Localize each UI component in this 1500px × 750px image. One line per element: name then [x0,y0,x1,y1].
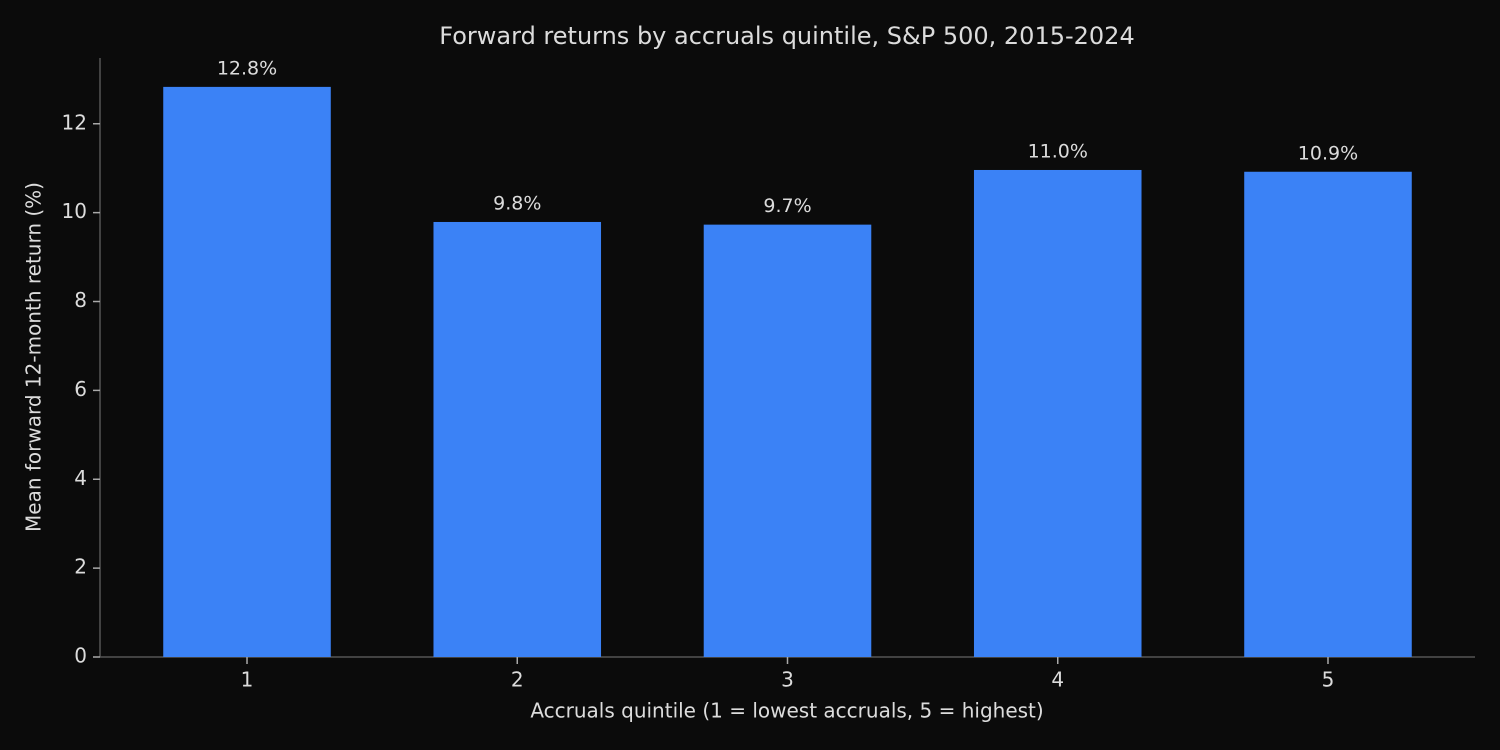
bar [703,224,872,658]
y-tick-label: 0 [74,644,87,668]
bar [433,221,602,657]
value-label: 9.8% [493,192,541,214]
y-tick-label: 10 [62,199,87,223]
value-label: 12.8% [217,57,277,79]
x-tick-label: 4 [1051,668,1064,692]
bar [1244,171,1412,657]
y-tick-label: 4 [74,466,87,490]
y-tick-label: 2 [74,555,87,579]
bar [163,86,331,657]
x-tick-label: 5 [1322,668,1335,692]
value-label: 10.9% [1298,142,1358,164]
y-tick-label: 8 [74,288,87,312]
value-label: 9.7% [763,195,811,217]
x-tick-label: 3 [781,668,794,692]
y-tick-label: 12 [62,110,87,134]
value-label: 11.0% [1028,140,1088,162]
bar [973,169,1142,657]
y-axis-label: Mean forward 12-month return (%) [22,182,46,532]
x-axis-label: Accruals quintile (1 = lowest accruals, … [530,699,1043,723]
x-tick-label: 1 [241,668,254,692]
x-tick-label: 2 [511,668,524,692]
y-tick-label: 6 [74,377,87,401]
chart-title: Forward returns by accruals quintile, S&… [439,22,1134,50]
